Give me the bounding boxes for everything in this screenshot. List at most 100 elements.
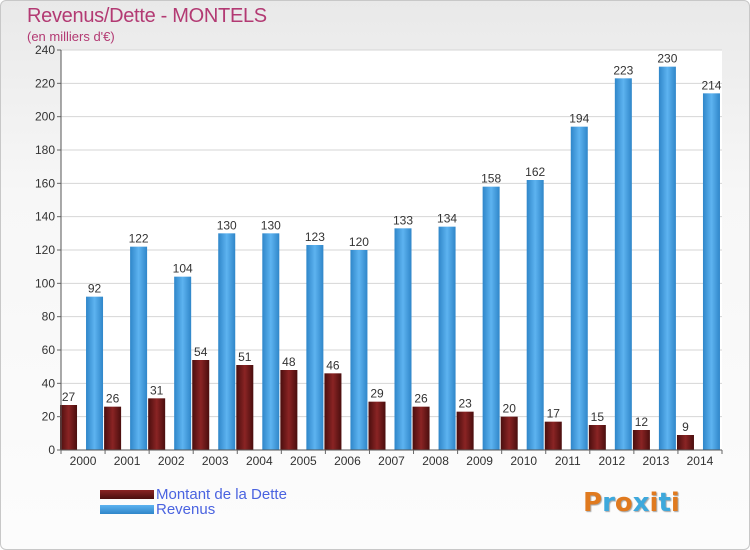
- y-tick-label: 200: [35, 110, 55, 124]
- y-tick-label: 160: [35, 176, 55, 190]
- x-tick-label: 2003: [202, 454, 229, 468]
- y-tick-label: 220: [35, 76, 55, 90]
- logo-letter: t: [658, 488, 671, 518]
- logo-letter: i: [670, 488, 680, 518]
- data-label-revenus: 120: [349, 235, 369, 249]
- bar-revenus: [130, 246, 148, 450]
- data-label-debt: 48: [282, 355, 296, 369]
- bar-debt: [676, 435, 694, 450]
- y-tick-label: 60: [42, 343, 56, 357]
- proxiti-logo: Proxiti: [583, 488, 680, 518]
- data-label-revenus: 130: [217, 218, 237, 232]
- x-tick-label: 2006: [334, 454, 361, 468]
- y-tick-label: 40: [42, 376, 56, 390]
- data-label-debt: 46: [326, 358, 340, 372]
- bar-revenus: [350, 250, 368, 450]
- data-label-revenus: 162: [525, 165, 545, 179]
- chart-subtitle: (en milliers d'€): [27, 29, 115, 44]
- chart-legend: Montant de la Dette Revenus: [100, 486, 287, 518]
- legend-swatch-revenus: [100, 505, 154, 514]
- bar-revenus: [262, 233, 280, 450]
- data-label-debt: 23: [458, 397, 472, 411]
- x-tick-label: 2007: [378, 454, 405, 468]
- bar-revenus: [526, 180, 544, 450]
- x-tick-label: 2014: [687, 454, 714, 468]
- bar-debt: [148, 398, 166, 450]
- logo-letter: x: [632, 488, 650, 518]
- data-label-debt: 26: [414, 392, 428, 406]
- data-label-revenus: 194: [569, 112, 589, 126]
- x-tick-label: 2011: [555, 454, 581, 468]
- data-label-revenus: 122: [129, 232, 149, 246]
- data-label-debt: 31: [150, 383, 164, 397]
- data-label-debt: 27: [62, 390, 76, 404]
- logo-letter: i: [649, 488, 659, 518]
- y-tick-label: 20: [42, 410, 56, 424]
- bar-revenus: [702, 93, 720, 450]
- data-label-revenus: 214: [701, 78, 721, 92]
- data-label-debt: 51: [238, 350, 252, 364]
- data-label-revenus: 123: [305, 230, 325, 244]
- bar-revenus: [218, 233, 236, 450]
- data-label-revenus: 134: [437, 212, 457, 226]
- bar-revenus: [174, 276, 192, 450]
- y-tick-label: 0: [48, 443, 55, 457]
- logo-letter: r: [602, 488, 615, 518]
- bar-debt: [368, 401, 386, 450]
- x-tick-label: 2013: [643, 454, 670, 468]
- x-tick-label: 2004: [246, 454, 273, 468]
- bar-revenus: [86, 296, 104, 450]
- bar-debt: [588, 425, 606, 450]
- bar-debt: [500, 416, 518, 450]
- x-tick-label: 2012: [598, 454, 625, 468]
- logo-letter: o: [614, 488, 633, 518]
- x-tick-label: 2002: [158, 454, 185, 468]
- data-label-debt: 9: [682, 420, 689, 434]
- bar-debt: [456, 411, 474, 450]
- legend-label-debt: Montant de la Dette: [156, 486, 287, 503]
- bar-debt: [632, 430, 650, 450]
- x-tick-label: 2010: [510, 454, 537, 468]
- bar-revenus: [570, 126, 588, 451]
- logo-letter: P: [583, 488, 603, 518]
- bar-revenus: [306, 245, 324, 450]
- data-label-debt: 15: [591, 410, 605, 424]
- y-tick-label: 120: [35, 243, 55, 257]
- bar-debt: [544, 421, 562, 450]
- bar-revenus: [658, 66, 676, 451]
- data-label-revenus: 158: [481, 172, 501, 186]
- x-tick-label: 2009: [466, 454, 493, 468]
- bar-debt: [324, 373, 342, 450]
- data-label-revenus: 104: [173, 262, 193, 276]
- data-label-revenus: 133: [393, 213, 413, 227]
- bar-revenus: [482, 186, 500, 450]
- bar-debt: [412, 406, 430, 450]
- data-label-debt: 26: [106, 392, 120, 406]
- y-tick-label: 140: [35, 210, 55, 224]
- data-label-revenus: 130: [261, 218, 281, 232]
- data-label-debt: 20: [503, 402, 517, 416]
- data-label-debt: 17: [547, 407, 561, 421]
- data-label-debt: 29: [370, 387, 384, 401]
- data-label-debt: 12: [635, 415, 649, 429]
- bar-revenus: [614, 78, 632, 450]
- x-tick-label: 2000: [70, 454, 97, 468]
- legend-swatch-debt: [100, 490, 154, 499]
- data-label-revenus: 223: [613, 63, 633, 77]
- y-tick-label: 100: [35, 276, 55, 290]
- bar-debt: [280, 370, 298, 450]
- bar-revenus: [394, 228, 412, 450]
- bar-debt: [60, 405, 78, 450]
- legend-item-debt: Montant de la Dette: [100, 486, 287, 503]
- legend-item-revenus: Revenus: [100, 501, 287, 518]
- data-label-revenus: 92: [88, 282, 102, 296]
- bar-revenus: [438, 226, 456, 450]
- y-tick-label: 240: [35, 43, 55, 57]
- chart-title: Revenus/Dette - MONTELS: [27, 5, 267, 27]
- y-tick-label: 180: [35, 143, 55, 157]
- bar-debt: [236, 365, 254, 450]
- data-label-revenus: 230: [657, 52, 677, 66]
- bar-debt: [192, 360, 210, 450]
- bar-debt: [104, 406, 122, 450]
